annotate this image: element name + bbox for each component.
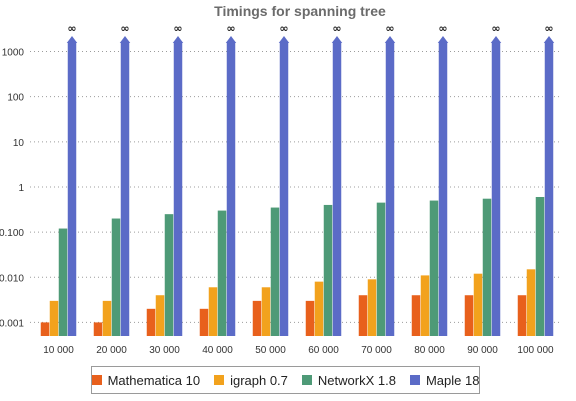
legend-item-maple: Maple 18 (409, 372, 480, 388)
x-axis-ticks: 10 000 20 000 30 000 40 000 50 000 60 000 70 0… (43, 345, 554, 356)
bar (40, 322, 50, 336)
bar (358, 295, 368, 336)
y-tick-label: 100 (7, 93, 24, 104)
bar (411, 295, 421, 336)
legend-swatch-igraph (214, 375, 225, 385)
chart-title: Timings for spanning tree (214, 3, 386, 19)
x-tick-label: 50 000 (255, 345, 286, 356)
x-tick-label: 10 000 (43, 345, 74, 356)
bar-arrow (543, 36, 555, 43)
bar (429, 200, 439, 336)
bar (420, 275, 430, 336)
bar-arrow (490, 36, 502, 43)
bar-arrow (278, 36, 290, 43)
bar-arrow (66, 36, 78, 43)
x-tick-label: 70 000 (361, 345, 392, 356)
bar (67, 42, 77, 336)
x-tick-label: 60 000 (308, 345, 339, 356)
legend-item-igraph: igraph 0.7 (214, 373, 288, 388)
bar-arrow (331, 36, 343, 43)
bar (120, 42, 130, 336)
legend-item-networkx: NetworkX 1.8 (301, 372, 396, 388)
legend-swatch-mathematica (91, 375, 102, 385)
legend-item-mathematica: Mathematica 10 (91, 372, 201, 388)
bar (261, 287, 271, 336)
bar (473, 273, 483, 336)
bar (252, 300, 262, 336)
bar (385, 42, 395, 336)
bar-arrow (119, 36, 131, 43)
bar-value-label: ∞ (438, 22, 447, 35)
y-tick-label: 1 (18, 183, 24, 194)
y-tick-label: 0.100 (0, 228, 24, 239)
bar (93, 322, 103, 336)
bar (226, 42, 236, 336)
bar (270, 207, 280, 336)
y-tick-label: 1000 (2, 48, 25, 59)
bar (517, 295, 527, 336)
bar (217, 210, 227, 336)
bar (155, 295, 165, 336)
x-tick-label: 40 000 (202, 345, 233, 356)
y-tick-label: 0.001 (0, 318, 24, 329)
bar (544, 42, 554, 336)
bars: ∞ ∞ ∞ ∞ ∞ ∞ ∞ ∞ ∞ ∞ (40, 22, 555, 336)
x-tick-label: 80 000 (414, 345, 445, 356)
bar-value-label: ∞ (226, 22, 235, 35)
bar (464, 295, 474, 336)
y-tick-label: 10 (13, 138, 25, 149)
bar-arrow (437, 36, 449, 43)
bar (323, 204, 333, 336)
bar (367, 279, 377, 336)
bar-value-label: ∞ (173, 22, 182, 35)
bar (199, 308, 209, 336)
bar (58, 228, 68, 336)
legend-label-networkx: NetworkX 1.8 (317, 372, 396, 388)
bar (173, 42, 183, 336)
bar-arrow (172, 36, 184, 43)
y-axis-ticks: 0.001 0.010 0.100 1 10 100 1000 (0, 48, 24, 330)
bar (164, 214, 174, 336)
bar (314, 281, 324, 336)
x-tick-label: 90 000 (467, 345, 498, 356)
bar (491, 42, 501, 336)
chart: Timings for spanning tree 0.001 0.010 0.10… (0, 3, 560, 356)
bar (535, 196, 545, 336)
legend-label-maple: Maple 18 (425, 372, 480, 388)
x-tick-label: 30 000 (149, 345, 180, 356)
bar (208, 287, 218, 336)
bar (111, 218, 121, 336)
legend-swatch-networkx (301, 375, 312, 385)
legend-label-mathematica: Mathematica 10 (107, 372, 201, 388)
x-tick-label: 100 000 (517, 345, 554, 356)
bar (376, 202, 386, 336)
legend-label-igraph: igraph 0.7 (230, 372, 288, 388)
bar-value-label: ∞ (332, 22, 341, 35)
bar (526, 269, 536, 336)
bar (102, 300, 112, 336)
bar (438, 42, 448, 336)
bar-value-label: ∞ (120, 22, 129, 35)
bar-value-label: ∞ (279, 22, 288, 35)
x-tick-label: 20 000 (96, 345, 127, 356)
bar-value-label: ∞ (544, 22, 553, 35)
bar-value-label: ∞ (67, 22, 76, 35)
legend-swatch-maple (409, 375, 420, 385)
bar-value-label: ∞ (491, 22, 500, 35)
bar (279, 42, 289, 336)
bar-arrow (384, 36, 396, 43)
bar (146, 308, 156, 336)
bar (332, 42, 342, 336)
y-tick-label: 0.010 (0, 273, 24, 284)
bar (305, 300, 315, 336)
bar (49, 300, 59, 336)
legend: Mathematica 10 igraph 0.7 NetworkX 1.8 M… (91, 366, 480, 394)
bar-value-label: ∞ (385, 22, 394, 35)
bar (482, 198, 492, 336)
bar-arrow (225, 36, 237, 43)
